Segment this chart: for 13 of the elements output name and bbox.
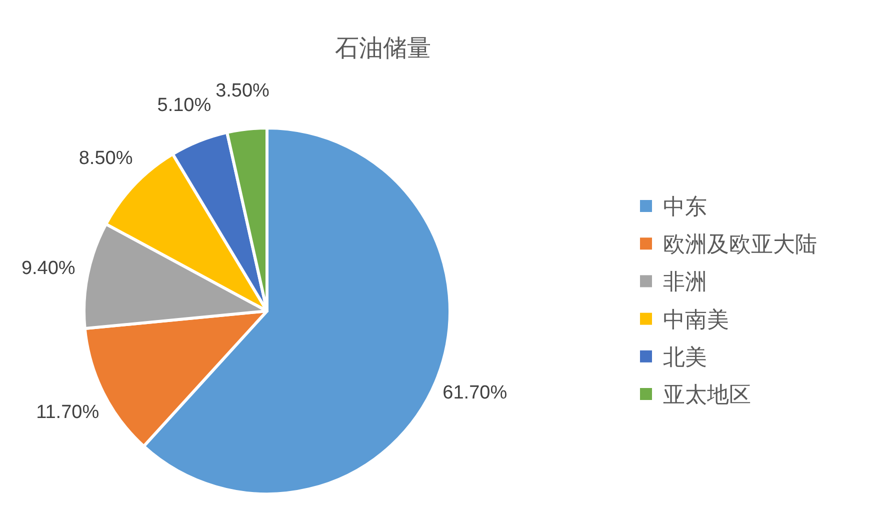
data-label: 61.70% [442, 382, 508, 404]
data-label: 3.50% [216, 80, 270, 102]
legend-label: 亚太地区 [663, 383, 751, 408]
data-label: 11.70% [36, 402, 100, 423]
legend-label: 中东 [663, 195, 707, 220]
legend-label: 欧洲及欧亚大陆 [663, 232, 817, 258]
legend-label: 北美 [663, 345, 707, 370]
data-label: 5.10% [157, 95, 212, 116]
chart-title: 石油储量 [335, 34, 431, 62]
legend-label: 非洲 [663, 270, 707, 296]
data-label: 9.40% [21, 258, 76, 279]
data-label: 8.50% [78, 148, 133, 169]
legend-label: 中南美 [663, 308, 729, 333]
